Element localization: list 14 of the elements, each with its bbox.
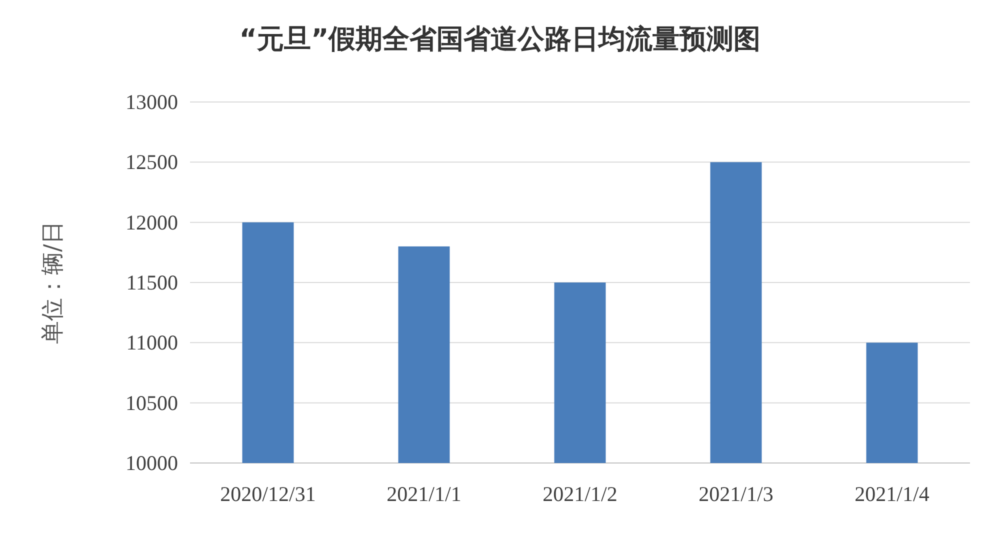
y-tick-label: 11000 bbox=[126, 330, 178, 355]
y-tick-label: 12500 bbox=[126, 150, 178, 174]
y-tick-label: 12000 bbox=[126, 210, 178, 234]
y-tick-label: 13000 bbox=[126, 90, 178, 114]
y-axis-title: 单位：辆/日 bbox=[40, 221, 66, 344]
x-tick-label: 2021/1/1 bbox=[386, 482, 462, 506]
x-tick-label: 2021/1/3 bbox=[698, 482, 774, 506]
y-tick-label: 11500 bbox=[126, 270, 178, 294]
x-tick-label: 2021/1/4 bbox=[854, 482, 930, 506]
x-tick-label: 2020/12/31 bbox=[220, 482, 316, 506]
y-tick-label: 10000 bbox=[126, 451, 178, 475]
chart-title: “元旦”假期全省国省道公路日均流量预测图 bbox=[239, 24, 761, 55]
x-tick-label: 2021/1/2 bbox=[542, 482, 618, 506]
y-tick-label: 10500 bbox=[126, 390, 178, 415]
